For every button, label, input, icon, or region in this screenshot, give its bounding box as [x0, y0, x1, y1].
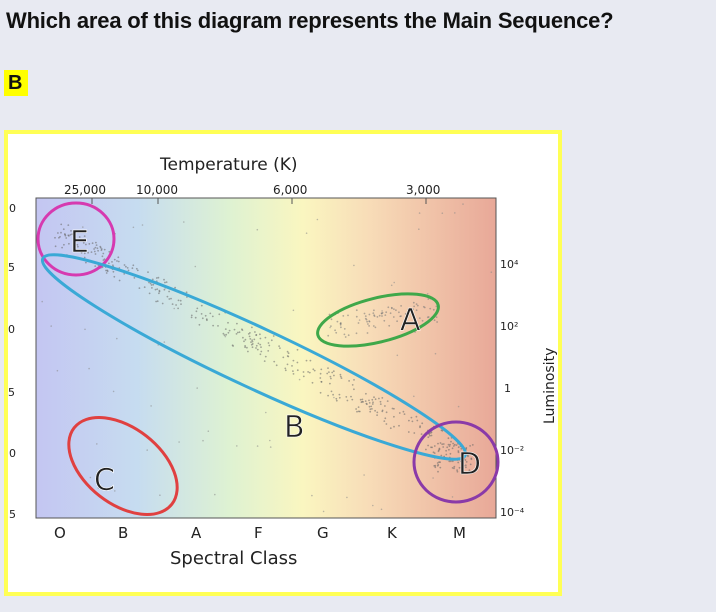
magnitude-tick-10b: 10: [8, 447, 16, 460]
diagram-frame: E A B C D Temperature (K) 25,000 10,000 …: [4, 130, 562, 596]
spectral-class-k: K: [387, 524, 398, 542]
question-text: Which area of this diagram represents th…: [6, 8, 614, 33]
diagram-image: E A B C D Temperature (K) 25,000 10,000 …: [8, 134, 558, 592]
magnitude-tick-15: 15: [8, 508, 16, 521]
luminosity-tick-1e4: 10⁴: [500, 258, 519, 271]
spectral-class-m: M: [453, 524, 466, 542]
luminosity-axis-title: Luminosity: [542, 348, 558, 424]
magnitude-tick-10: 10: [8, 202, 16, 215]
temperature-tick-10000: 10,000: [136, 183, 178, 197]
region-a-ellipse: [316, 292, 440, 348]
luminosity-tick-1e-4: 10⁻⁴: [500, 506, 525, 519]
luminosity-tick-1: 1: [504, 382, 511, 395]
region-b-ellipse: [40, 253, 468, 461]
spectral-class-a: A: [191, 524, 202, 542]
region-a-label: A: [400, 303, 421, 338]
spectral-class-g: G: [317, 524, 329, 542]
spectral-class-b: B: [118, 524, 128, 542]
magnitude-tick-5: 5: [8, 261, 15, 274]
luminosity-tick-1e-2: 10⁻²: [500, 444, 524, 457]
region-c-ellipse: [67, 415, 179, 517]
temperature-tick-3000: 3,000: [406, 183, 440, 197]
region-d-label: D: [458, 447, 481, 482]
magnitude-tick-0: 0: [8, 323, 15, 336]
hr-diagram: E A B C D Temperature (K) 25,000 10,000 …: [8, 155, 558, 569]
region-b-label: B: [284, 410, 305, 445]
region-e-circle: [36, 201, 116, 277]
region-e-label: E: [70, 225, 89, 260]
temperature-axis-ticks: [91, 198, 427, 204]
answer-badge: B: [4, 70, 29, 96]
region-c-label: C: [94, 463, 115, 498]
magnitude-tick-5b: 5: [8, 386, 15, 399]
spectral-class-f: F: [254, 524, 263, 542]
luminosity-tick-1e2: 10²: [500, 320, 518, 333]
temperature-axis-title: Temperature (K): [159, 155, 298, 175]
spectral-class-o: O: [54, 524, 66, 542]
region-d-circle: [412, 420, 500, 504]
temperature-tick-25000: 25,000: [64, 183, 106, 197]
spectral-axis-title: Spectral Class: [170, 548, 297, 569]
temperature-tick-6000: 6,000: [273, 183, 307, 197]
